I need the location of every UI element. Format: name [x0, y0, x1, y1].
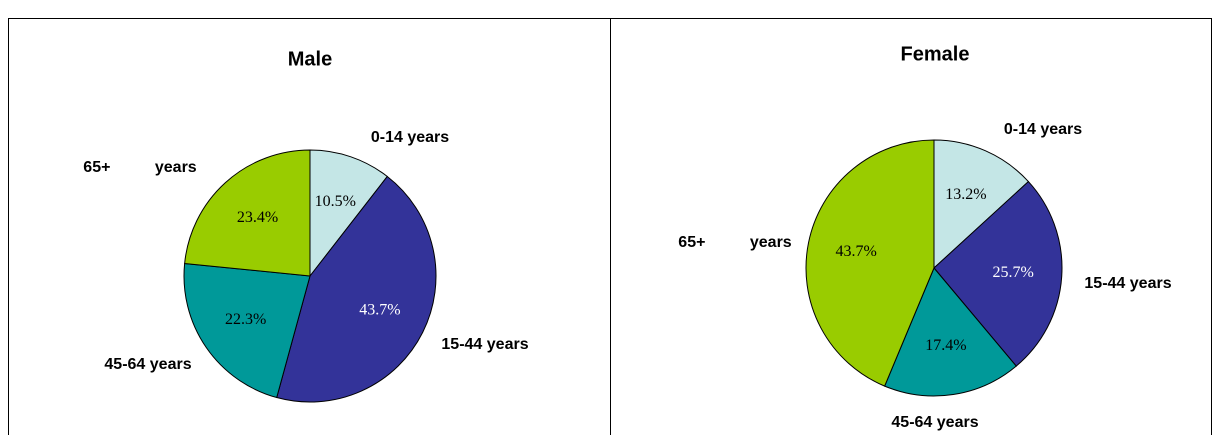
category-label: 65+ years — [678, 234, 792, 251]
category-label: 0-14 years — [371, 129, 449, 146]
pie-slice — [805, 139, 935, 387]
value-label: 23.4% — [237, 209, 278, 226]
pie-slice — [933, 139, 1030, 270]
panel-border — [8, 18, 1212, 435]
pie-slice — [933, 180, 1063, 367]
value-label: 25.7% — [993, 264, 1034, 281]
category-label: 15-44 years — [441, 336, 528, 353]
pie-slice — [184, 149, 311, 277]
value-label: 17.4% — [925, 337, 966, 354]
value-label: 43.7% — [836, 243, 877, 260]
value-label: 10.5% — [315, 193, 356, 210]
pie-slice — [183, 262, 311, 399]
value-label: 22.3% — [225, 311, 266, 328]
pie-title: Male — [288, 48, 332, 70]
pie-slice — [276, 175, 437, 403]
value-label: 13.2% — [945, 186, 986, 203]
pie-title: Female — [901, 43, 970, 65]
category-label: 0-14 years — [1004, 121, 1082, 138]
category-label: 45-64 years — [891, 414, 978, 431]
category-label: 45-64 years — [104, 356, 191, 373]
category-label: 65+ years — [83, 159, 197, 176]
pie-slice — [309, 149, 388, 278]
category-label: 15-44 years — [1084, 275, 1171, 292]
value-label: 43.7% — [359, 302, 400, 319]
pie-slice — [883, 267, 1017, 397]
